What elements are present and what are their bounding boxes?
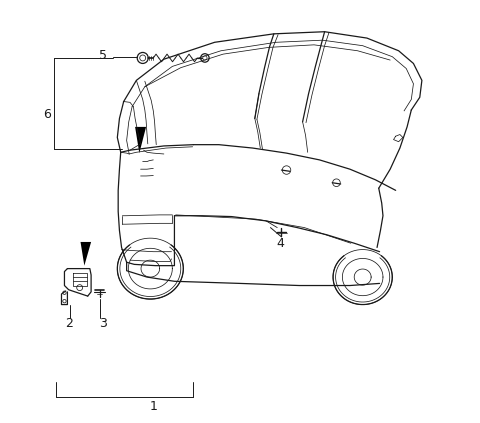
Text: 6: 6 — [44, 108, 51, 121]
Text: 3: 3 — [98, 317, 107, 330]
Text: 5: 5 — [98, 49, 107, 62]
Text: 2: 2 — [65, 317, 72, 330]
Polygon shape — [135, 127, 146, 153]
Polygon shape — [81, 242, 91, 266]
Text: 4: 4 — [276, 237, 284, 250]
Text: 1: 1 — [149, 401, 157, 413]
